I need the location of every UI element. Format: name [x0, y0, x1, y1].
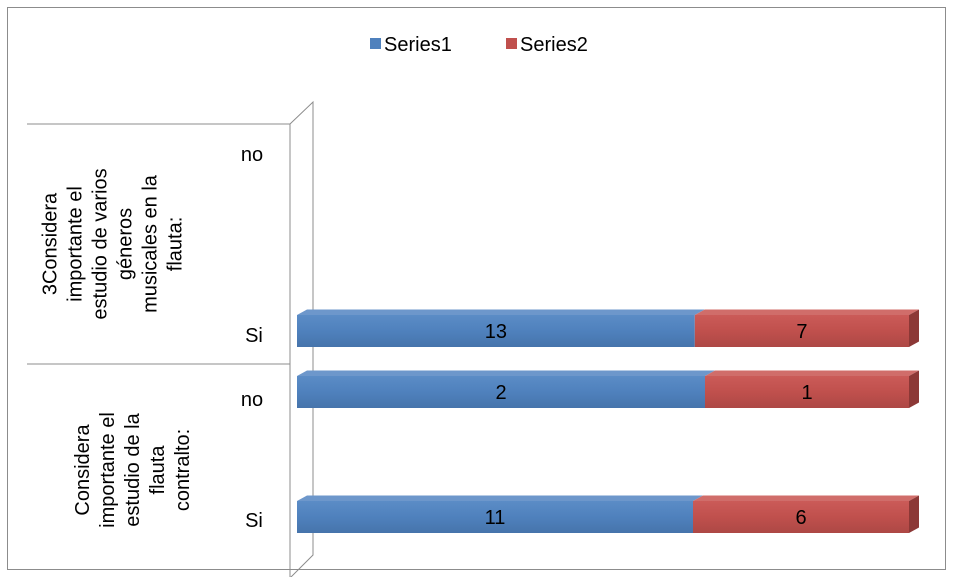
legend-swatch-series1 — [370, 38, 381, 49]
bar-series2-group1-si — [693, 501, 909, 533]
side-wall — [289, 100, 314, 577]
bar-top-series2-group1-no — [705, 370, 919, 376]
chart-area-border — [7, 7, 946, 570]
bar-side-group1-no — [909, 370, 919, 408]
group-label-line: estudio de varios — [90, 168, 112, 319]
bars: 11 6 2 1 13 7 — [297, 309, 919, 533]
bar-top-series1-group1-no — [297, 370, 715, 376]
category-ticks: no Si no Si — [241, 144, 263, 532]
axis-walls — [27, 100, 314, 577]
group-label-line: Considera — [72, 424, 94, 516]
bar-top-series1-group1-si — [297, 495, 703, 501]
bar-side-group1-si — [909, 495, 919, 533]
group-label-line: estudio de la — [122, 412, 144, 526]
bar-series2-group2-si — [694, 315, 909, 347]
data-label-series1-group1-no: 2 — [495, 382, 506, 404]
bar-series2-group1-no — [705, 376, 909, 408]
group-label-line: flauta — [147, 445, 169, 495]
legend-label-series1: Series1 — [384, 34, 452, 56]
group-label-line: musicales en la — [140, 174, 162, 313]
group-label-line: contralto: — [172, 429, 194, 511]
bar-side-group2-si — [909, 309, 919, 347]
group-label-line: importante el — [97, 412, 119, 528]
data-label-series1-group1-si: 11 — [485, 507, 506, 529]
bar-series1-group1-si — [297, 501, 693, 533]
legend-swatch-series2 — [506, 38, 517, 49]
group-label-line: 3Considera — [40, 192, 62, 295]
data-label-series2-group1-si: 6 — [795, 507, 806, 529]
group-label-line: importante el — [65, 186, 87, 302]
data-label-series2-group1-no: 1 — [801, 382, 812, 404]
data-label-series1-group2-si: 13 — [485, 321, 507, 343]
tick-label-group2-si: Si — [245, 325, 263, 347]
bar-top-series2-group1-si — [693, 495, 919, 501]
group-label-line: géneros — [115, 208, 137, 280]
tick-label-group1-no: no — [241, 389, 263, 411]
group-label-0: Considera importante el estudio de la flaut… — [72, 412, 194, 528]
legend-label-series2: Series2 — [520, 34, 588, 56]
bar-series1-group2-si — [297, 315, 695, 347]
legend: Series1 Series2 — [370, 34, 588, 56]
bar-top-series1-group2-si — [297, 309, 705, 315]
group-label-line: flauta: — [165, 217, 187, 271]
group-label-1: 3Considera importante el estudio de varios… — [40, 168, 187, 319]
tick-label-group2-no: no — [241, 144, 263, 166]
tick-label-group1-si: Si — [245, 510, 263, 532]
bar-top-series2-group2-si — [694, 309, 919, 315]
data-label-series2-group2-si: 7 — [796, 321, 807, 343]
group-labels: Considera importante el estudio de la flaut… — [40, 168, 195, 527]
bar-series1-group1-no — [297, 376, 705, 408]
